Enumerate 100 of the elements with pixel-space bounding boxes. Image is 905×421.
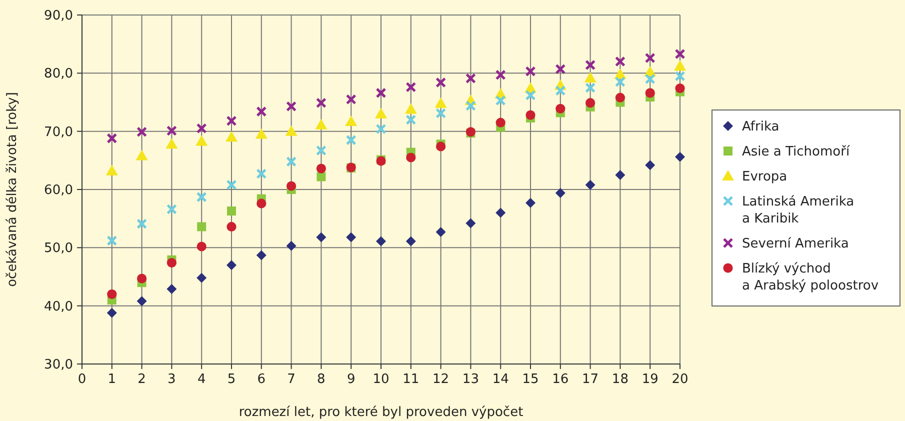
point (316, 164, 326, 174)
point (166, 126, 177, 136)
x-tick-label: 6 (257, 372, 266, 387)
point (256, 168, 267, 180)
point (106, 235, 118, 246)
x-tick-label: 2 (138, 372, 146, 387)
point (196, 192, 207, 202)
point (526, 110, 536, 120)
point (644, 74, 656, 84)
x-tick-label: 14 (492, 372, 509, 387)
point (674, 48, 686, 60)
point (645, 88, 655, 98)
point (406, 152, 416, 162)
legend-label: Blízký východ a Arabský poloostrov (742, 262, 879, 294)
point (526, 198, 536, 208)
point (525, 90, 536, 101)
point (404, 103, 417, 114)
x-tick-label: 1 (108, 372, 116, 387)
point (106, 133, 118, 144)
point (614, 76, 626, 88)
point (674, 60, 686, 71)
point (586, 98, 596, 108)
point (255, 128, 268, 139)
legend-label: Severní Amerika (742, 236, 849, 252)
point (346, 94, 356, 105)
point (465, 73, 476, 84)
x-tick-label: 8 (317, 372, 326, 387)
point (316, 232, 326, 242)
point (615, 92, 625, 102)
point (436, 142, 446, 152)
point (346, 232, 356, 242)
point (196, 123, 207, 134)
point (286, 181, 296, 191)
y-tick-label: 90,0 (44, 8, 73, 24)
point (466, 218, 476, 228)
legend-label: Latinská Amerika a Karibik (742, 194, 854, 226)
point (584, 72, 596, 82)
point (556, 104, 566, 114)
y-tick-label: 70,0 (44, 124, 73, 140)
legend-label: Afrika (742, 120, 780, 134)
point (226, 131, 238, 142)
point (226, 260, 236, 270)
y-tick-label: 50,0 (44, 241, 73, 256)
point (226, 222, 236, 232)
point (465, 100, 476, 111)
y-tick-label: 30,0 (44, 358, 73, 372)
point (106, 164, 118, 176)
x-tick-label: 3 (168, 372, 176, 387)
x-tick-label: 5 (227, 372, 236, 387)
point (136, 296, 147, 306)
point (107, 289, 117, 299)
point (136, 218, 148, 230)
point (585, 82, 596, 93)
point (496, 118, 506, 128)
x-tick-label: 20 (672, 372, 688, 387)
point (106, 308, 117, 318)
point (137, 274, 147, 284)
point (495, 95, 506, 106)
point (315, 118, 328, 130)
point (436, 226, 446, 237)
point (674, 70, 686, 82)
point (675, 152, 685, 162)
point (285, 125, 298, 136)
x-tick-label: 7 (287, 372, 296, 387)
point (406, 82, 416, 92)
point (644, 52, 656, 64)
point (434, 97, 447, 108)
x-tick-label: 18 (612, 372, 628, 387)
point (196, 135, 208, 146)
point (525, 66, 536, 77)
point (585, 60, 596, 70)
y-tick-label: 60,0 (44, 183, 73, 198)
point (316, 145, 326, 156)
point (256, 250, 266, 260)
x-tick-label: 16 (552, 372, 569, 387)
point (286, 240, 296, 251)
point (645, 160, 656, 170)
x-tick-label: 17 (582, 372, 599, 387)
legend-label: Evropa (742, 170, 788, 184)
point (226, 116, 237, 126)
point (226, 180, 237, 190)
point (614, 56, 626, 67)
point (436, 108, 446, 119)
point (136, 150, 148, 160)
point (495, 70, 506, 80)
y-tick-label: 40,0 (44, 299, 73, 314)
point (316, 172, 326, 182)
point (346, 134, 356, 146)
point (286, 101, 297, 112)
x-tick-label: 12 (432, 372, 450, 387)
point (196, 272, 207, 283)
x-tick-label: 15 (522, 372, 539, 387)
y-tick-label: 80,0 (44, 66, 73, 82)
legend-label: Asie a Tichomoří (742, 144, 850, 160)
point (406, 236, 416, 246)
point (166, 258, 176, 268)
point (166, 284, 177, 294)
point (166, 204, 177, 215)
x-tick-label: 10 (372, 372, 390, 387)
point (316, 98, 326, 108)
